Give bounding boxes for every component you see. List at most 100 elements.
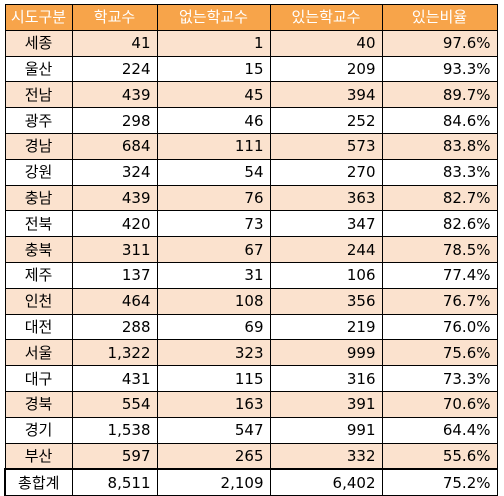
table-row: 대전 288 69 219 76.0% xyxy=(4,313,498,341)
cell-with-ratio: 97.6% xyxy=(381,29,498,57)
table-row: 부산 597 265 332 55.6% xyxy=(4,442,498,470)
cell-region: 경기 xyxy=(4,416,73,444)
cell-region: 경북 xyxy=(4,390,73,418)
cell-with-count: 356 xyxy=(269,287,383,315)
table-row: 대구 431 115 316 73.3% xyxy=(4,365,498,392)
cell-school-count: 298 xyxy=(71,107,158,134)
table-row: 전남 439 45 394 89.7% xyxy=(4,81,498,109)
cell-without-count: 323 xyxy=(156,339,271,367)
table-row: 서울 1,322 323 999 75.6% xyxy=(4,339,498,367)
cell-without-count: 108 xyxy=(156,287,271,315)
cell-without-count: 547 xyxy=(156,416,271,444)
cell-school-count: 431 xyxy=(71,365,158,392)
cell-without-count: 45 xyxy=(156,81,271,109)
cell-region: 울산 xyxy=(4,55,73,83)
cell-without-count: 54 xyxy=(156,158,271,186)
cell-region: 제주 xyxy=(4,261,73,289)
total-row: 총합계 8,511 2,109 6,402 75.2% xyxy=(4,468,498,496)
cell-with-count: 252 xyxy=(269,107,383,134)
cell-school-count: 311 xyxy=(71,236,158,263)
cell-with-ratio: 76.0% xyxy=(381,313,498,341)
cell-with-ratio: 84.6% xyxy=(381,107,498,134)
cell-with-ratio: 70.6% xyxy=(381,390,498,418)
cell-school-count: 41 xyxy=(71,29,158,57)
table-row: 전북 420 73 347 82.6% xyxy=(4,210,498,238)
cell-with-count: 394 xyxy=(269,81,383,109)
cell-with-count: 40 xyxy=(269,29,383,57)
table-row: 강원 324 54 270 83.3% xyxy=(4,158,498,186)
table-row: 제주 137 31 106 77.4% xyxy=(4,261,498,289)
cell-with-ratio: 83.3% xyxy=(381,158,498,186)
cell-with-ratio: 93.3% xyxy=(381,55,498,83)
cell-with-count: 573 xyxy=(269,132,383,160)
table-row: 충북 311 67 244 78.5% xyxy=(4,236,498,263)
cell-with-ratio: 82.6% xyxy=(381,210,498,238)
cell-region: 전남 xyxy=(4,81,73,109)
cell-without-count: 73 xyxy=(156,210,271,238)
table-row: 충남 439 76 363 82.7% xyxy=(4,184,498,212)
cell-region: 광주 xyxy=(4,107,73,134)
cell-without-count: 15 xyxy=(156,55,271,83)
table-row: 울산 224 15 209 93.3% xyxy=(4,55,498,83)
cell-school-count: 1,322 xyxy=(71,339,158,367)
cell-with-count: 244 xyxy=(269,236,383,263)
table-row: 광주 298 46 252 84.6% xyxy=(4,107,498,134)
header-region[interactable]: 시도구분 xyxy=(4,4,73,31)
table-row: 경남 684 111 573 83.8% xyxy=(4,132,498,160)
cell-without-count: 31 xyxy=(156,261,271,289)
cell-school-count: 464 xyxy=(71,287,158,315)
cell-school-count: 439 xyxy=(71,81,158,109)
header-without-count[interactable]: 없는학교수 xyxy=(156,4,271,31)
table-row: 경기 1,538 547 991 64.4% xyxy=(4,416,498,444)
cell-region: 인천 xyxy=(4,287,73,315)
cell-with-count: 316 xyxy=(269,365,383,392)
cell-region: 부산 xyxy=(4,442,73,470)
cell-without-count: 163 xyxy=(156,390,271,418)
table-row: 경북 554 163 391 70.6% xyxy=(4,390,498,418)
cell-school-count: 597 xyxy=(71,442,158,470)
total-region: 총합계 xyxy=(4,468,73,496)
cell-region: 세종 xyxy=(4,29,73,57)
cell-without-count: 265 xyxy=(156,442,271,470)
cell-with-ratio: 64.4% xyxy=(381,416,498,444)
cell-without-count: 67 xyxy=(156,236,271,263)
cell-region: 전북 xyxy=(4,210,73,238)
cell-without-count: 76 xyxy=(156,184,271,212)
header-row: 시도구분 학교수 없는학교수 있는학교수 있는비율 xyxy=(4,4,498,31)
cell-without-count: 69 xyxy=(156,313,271,341)
cell-region: 충북 xyxy=(4,236,73,263)
cell-region: 경남 xyxy=(4,132,73,160)
cell-school-count: 684 xyxy=(71,132,158,160)
table-container: 시도구분 학교수 없는학교수 있는학교수 있는비율 세종 41 1 40 97.6% 울산… xyxy=(4,4,498,496)
cell-with-ratio: 77.4% xyxy=(381,261,498,289)
total-with-count: 6,402 xyxy=(269,468,383,496)
cell-region: 대전 xyxy=(4,313,73,341)
cell-with-ratio: 55.6% xyxy=(381,442,498,470)
cell-school-count: 324 xyxy=(71,158,158,186)
cell-without-count: 1 xyxy=(156,29,271,57)
cell-with-count: 991 xyxy=(269,416,383,444)
cell-with-count: 999 xyxy=(269,339,383,367)
cell-with-ratio: 73.3% xyxy=(381,365,498,392)
cell-with-ratio: 83.8% xyxy=(381,132,498,160)
cell-region: 강원 xyxy=(4,158,73,186)
cell-school-count: 554 xyxy=(71,390,158,418)
cell-school-count: 420 xyxy=(71,210,158,238)
cell-without-count: 46 xyxy=(156,107,271,134)
cell-school-count: 439 xyxy=(71,184,158,212)
cell-school-count: 1,538 xyxy=(71,416,158,444)
cell-with-count: 219 xyxy=(269,313,383,341)
cell-region: 서울 xyxy=(4,339,73,367)
cell-without-count: 111 xyxy=(156,132,271,160)
header-school-count[interactable]: 학교수 xyxy=(71,4,158,31)
cell-with-count: 363 xyxy=(269,184,383,212)
cell-without-count: 115 xyxy=(156,365,271,392)
cell-with-ratio: 89.7% xyxy=(381,81,498,109)
cell-school-count: 288 xyxy=(71,313,158,341)
cell-with-ratio: 76.7% xyxy=(381,287,498,315)
school-stats-table: 시도구분 학교수 없는학교수 있는학교수 있는비율 세종 41 1 40 97.6% 울산… xyxy=(4,4,498,496)
cell-with-count: 209 xyxy=(269,55,383,83)
header-with-count[interactable]: 있는학교수 xyxy=(269,4,383,31)
cell-region: 충남 xyxy=(4,184,73,212)
header-with-ratio[interactable]: 있는비율 xyxy=(381,4,498,31)
